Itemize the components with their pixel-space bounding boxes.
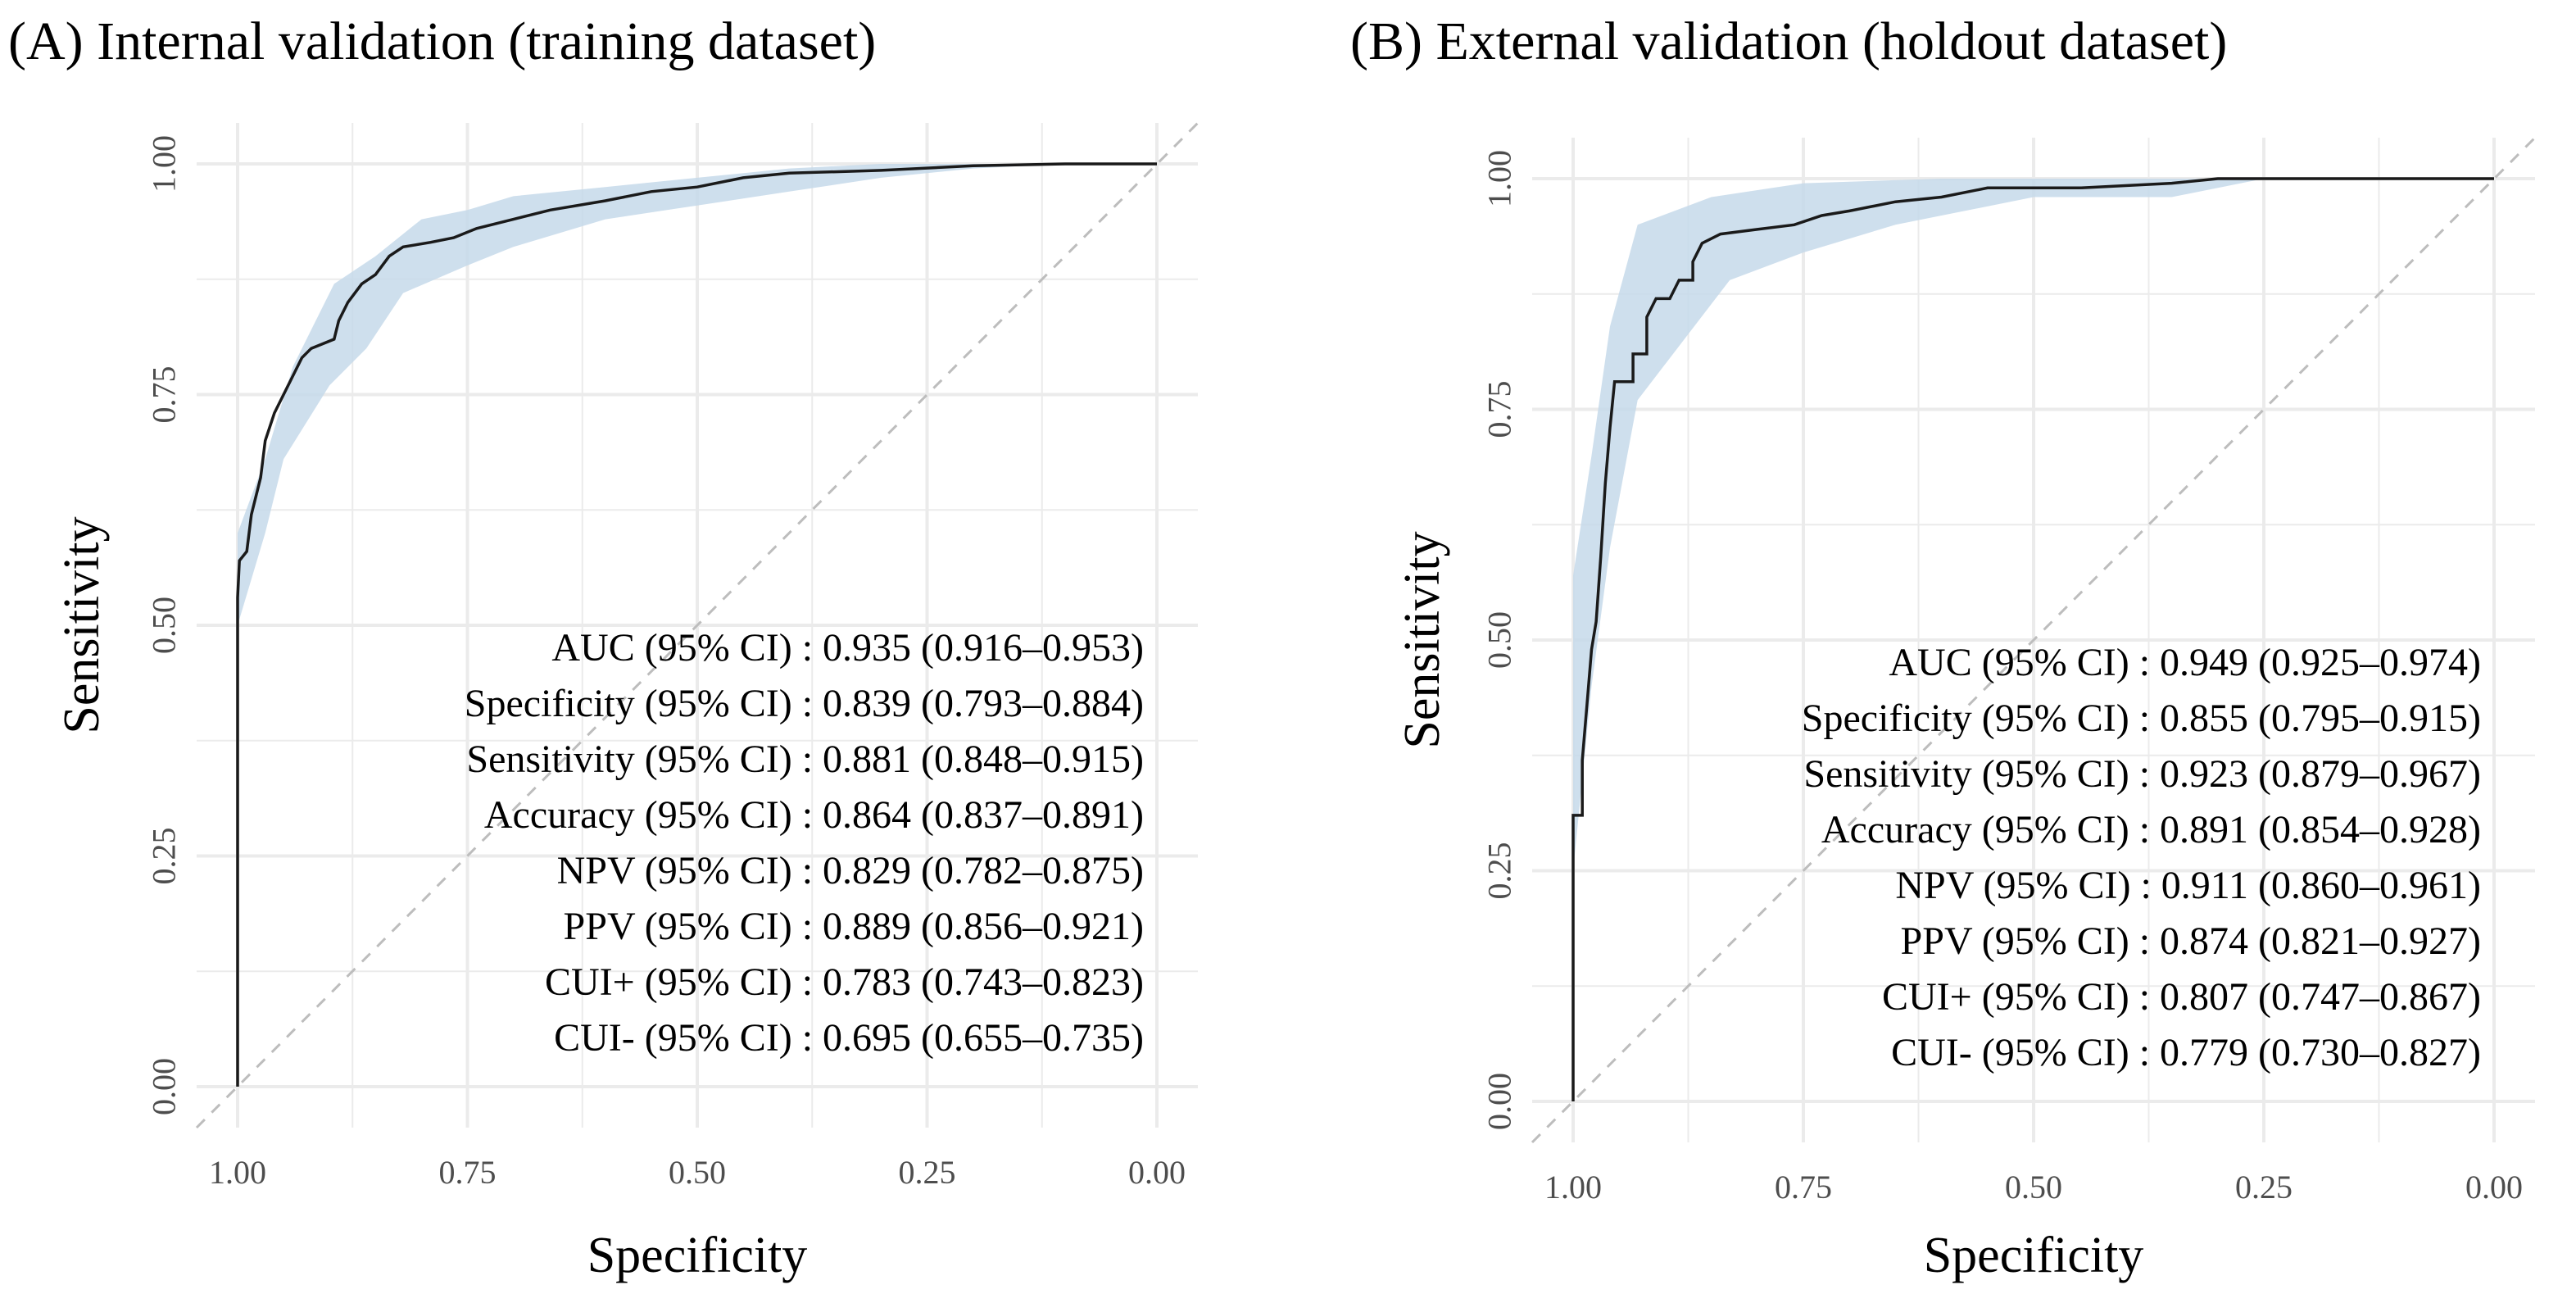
metric-annotation: CUI- (95% CI) : 0.695 (0.655–0.735) [554, 1016, 1144, 1060]
roc-panel-a: 1.00 0.75 0.50 0.25 0.00 0.00 0.25 0.50 0.75 1.00… [8, 11, 1200, 1283]
metric-annotation: Specificity (95% CI) : 0.855 (0.795–0.91… [1802, 697, 2481, 740]
metric-annotation: NPV (95% CI) : 0.829 (0.782–0.875) [557, 849, 1144, 892]
y-tick-label: 0.50 [146, 597, 183, 654]
ci-band [1573, 179, 2494, 871]
y-tick-label: 0.75 [146, 366, 183, 424]
x-tick-label: 1.00 [1544, 1169, 1602, 1205]
x-tick-label: 0.00 [2465, 1169, 2523, 1205]
y-tick-label: 1.00 [1481, 150, 1518, 207]
y-tick-label: 0.25 [146, 828, 183, 885]
roc-panel-b: 1.00 0.75 0.50 0.25 0.00 0.00 0.25 0.50 0.75 1.00… [1350, 11, 2537, 1283]
x-tick-label: 0.00 [1128, 1154, 1186, 1191]
y-tick-label: 1.00 [146, 135, 183, 193]
x-axis-title: Specificity [1924, 1228, 2144, 1283]
metric-annotation: CUI- (95% CI) : 0.779 (0.730–0.827) [1891, 1031, 2481, 1074]
x-tick-label: 1.00 [209, 1154, 266, 1191]
x-tick-label: 0.75 [1775, 1169, 1832, 1205]
metric-annotation: PPV (95% CI) : 0.874 (0.821–0.927) [1901, 919, 2481, 963]
y-axis-title: Sensitivity [54, 516, 110, 733]
y-tick-label: 0.25 [1481, 842, 1518, 900]
x-tick-label: 0.25 [899, 1154, 956, 1191]
metric-annotation: Specificity (95% CI) : 0.839 (0.793–0.88… [465, 682, 1144, 725]
panel-title: (B) External validation (holdout dataset… [1350, 11, 2227, 71]
y-axis-title: Sensitivity [1395, 531, 1450, 748]
x-tick-label: 0.25 [2235, 1169, 2293, 1205]
x-tick-label: 0.50 [2005, 1169, 2062, 1205]
reference-diagonal [1531, 136, 2537, 1144]
metric-annotation: CUI+ (95% CI) : 0.807 (0.747–0.867) [1882, 975, 2481, 1019]
y-tick-label: 0.50 [1481, 611, 1518, 669]
metric-annotation: Sensitivity (95% CI) : 0.923 (0.879–0.96… [1803, 752, 2481, 796]
x-axis-title: Specificity [587, 1228, 808, 1283]
roc-curve [236, 162, 1157, 1087]
metric-annotation: Accuracy (95% CI) : 0.864 (0.837–0.891) [484, 793, 1144, 837]
y-tick-label: 0.75 [1481, 381, 1518, 438]
metric-annotation: AUC (95% CI) : 0.949 (0.925–0.974) [1889, 641, 2481, 684]
metric-annotation: PPV (95% CI) : 0.889 (0.856–0.921) [564, 905, 1144, 948]
x-tick-label: 0.50 [669, 1154, 726, 1191]
y-tick-label: 0.00 [1481, 1073, 1518, 1130]
metric-annotation: AUC (95% CI) : 0.935 (0.916–0.953) [551, 626, 1144, 670]
metric-annotation: NPV (95% CI) : 0.911 (0.860–0.961) [1895, 864, 2481, 907]
x-tick-label: 0.75 [439, 1154, 497, 1191]
metric-annotation: Accuracy (95% CI) : 0.891 (0.854–0.928) [1821, 808, 2481, 851]
metric-annotation: Sensitivity (95% CI) : 0.881 (0.848–0.91… [466, 738, 1144, 781]
roc-curve [1571, 177, 2494, 1101]
reference-diagonal [195, 121, 1200, 1129]
y-tick-label: 0.00 [146, 1058, 183, 1115]
metric-annotation: CUI+ (95% CI) : 0.783 (0.743–0.823) [545, 960, 1144, 1004]
panel-title: (A) Internal validation (training datase… [8, 11, 876, 71]
